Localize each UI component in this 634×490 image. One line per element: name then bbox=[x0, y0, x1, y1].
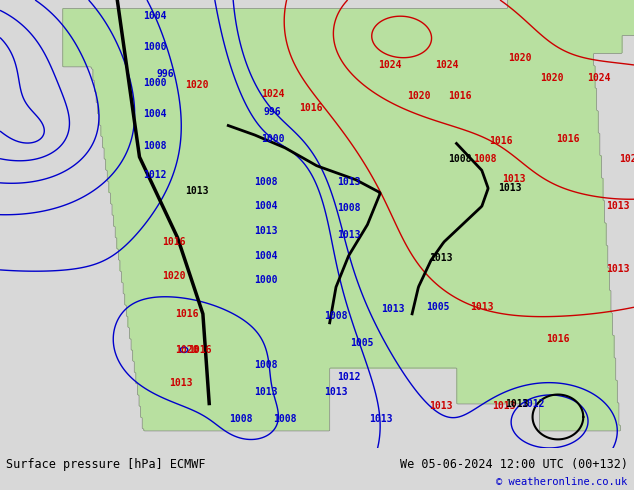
Text: 1008: 1008 bbox=[448, 154, 472, 164]
Text: 1012: 1012 bbox=[337, 371, 361, 382]
Text: 1024: 1024 bbox=[261, 89, 285, 99]
Text: 1013: 1013 bbox=[184, 186, 209, 196]
Text: 1008: 1008 bbox=[337, 203, 361, 214]
Text: We 05-06-2024 12:00 UTC (00+132): We 05-06-2024 12:00 UTC (00+132) bbox=[399, 458, 628, 471]
Text: 1020: 1020 bbox=[184, 80, 209, 90]
Text: 1020: 1020 bbox=[508, 53, 532, 63]
Text: 1000: 1000 bbox=[143, 42, 167, 52]
Text: 1024: 1024 bbox=[435, 60, 459, 70]
Text: 1008: 1008 bbox=[473, 154, 497, 164]
Text: 1013: 1013 bbox=[470, 302, 494, 312]
Text: 1012: 1012 bbox=[143, 170, 167, 180]
Text: 1016: 1016 bbox=[448, 92, 472, 101]
Text: © weatheronline.co.uk: © weatheronline.co.uk bbox=[496, 477, 628, 487]
Text: 1016: 1016 bbox=[489, 136, 513, 146]
Text: 1008: 1008 bbox=[324, 311, 348, 321]
Text: 1013: 1013 bbox=[505, 398, 529, 409]
Text: 1013: 1013 bbox=[429, 401, 453, 411]
Text: 1020: 1020 bbox=[406, 92, 430, 101]
Text: 996: 996 bbox=[156, 69, 174, 79]
Text: 1008: 1008 bbox=[143, 141, 167, 151]
Text: 1013: 1013 bbox=[492, 401, 516, 411]
Text: 1013: 1013 bbox=[501, 174, 526, 184]
Text: 1004: 1004 bbox=[254, 250, 278, 261]
Text: 1013: 1013 bbox=[324, 387, 348, 397]
Text: 1008: 1008 bbox=[254, 361, 278, 370]
Text: 1020: 1020 bbox=[619, 154, 634, 164]
Text: 1004: 1004 bbox=[143, 11, 167, 21]
Text: 1013: 1013 bbox=[368, 414, 392, 424]
Text: 1020: 1020 bbox=[162, 271, 186, 281]
Text: 1016: 1016 bbox=[555, 134, 579, 144]
Text: 1013: 1013 bbox=[337, 176, 361, 187]
Text: 1024: 1024 bbox=[378, 60, 402, 70]
Text: 1016: 1016 bbox=[188, 344, 212, 355]
Text: 1013: 1013 bbox=[606, 264, 630, 274]
Text: 1016: 1016 bbox=[175, 309, 199, 319]
Text: 1008: 1008 bbox=[229, 414, 253, 424]
Text: 1005: 1005 bbox=[349, 338, 373, 348]
Text: 1000: 1000 bbox=[143, 78, 167, 88]
Text: 1016: 1016 bbox=[299, 102, 323, 113]
Text: Surface pressure [hPa] ECMWF: Surface pressure [hPa] ECMWF bbox=[6, 458, 206, 471]
Text: 1013: 1013 bbox=[337, 230, 361, 241]
Text: 1005: 1005 bbox=[425, 302, 450, 312]
Text: 1016: 1016 bbox=[546, 334, 570, 343]
Text: 1013: 1013 bbox=[381, 304, 405, 315]
Text: 1012: 1012 bbox=[521, 399, 545, 410]
Text: 996: 996 bbox=[264, 107, 281, 117]
Text: 1000: 1000 bbox=[254, 275, 278, 285]
Text: 1004: 1004 bbox=[143, 109, 167, 120]
Text: 1008: 1008 bbox=[273, 414, 297, 424]
Text: 1008: 1008 bbox=[254, 176, 278, 187]
Text: 1013: 1013 bbox=[254, 226, 278, 236]
Text: 1020: 1020 bbox=[175, 344, 199, 355]
Text: 1013: 1013 bbox=[498, 183, 522, 194]
Text: 1013: 1013 bbox=[606, 201, 630, 211]
Text: 1020: 1020 bbox=[540, 74, 564, 83]
Text: 1016: 1016 bbox=[162, 237, 186, 247]
Text: 1013: 1013 bbox=[169, 378, 193, 389]
Text: 1000: 1000 bbox=[261, 134, 285, 144]
Text: 1013: 1013 bbox=[254, 387, 278, 397]
Text: 1004: 1004 bbox=[254, 201, 278, 211]
Text: 1024: 1024 bbox=[587, 74, 611, 83]
Text: 1013: 1013 bbox=[429, 253, 453, 263]
